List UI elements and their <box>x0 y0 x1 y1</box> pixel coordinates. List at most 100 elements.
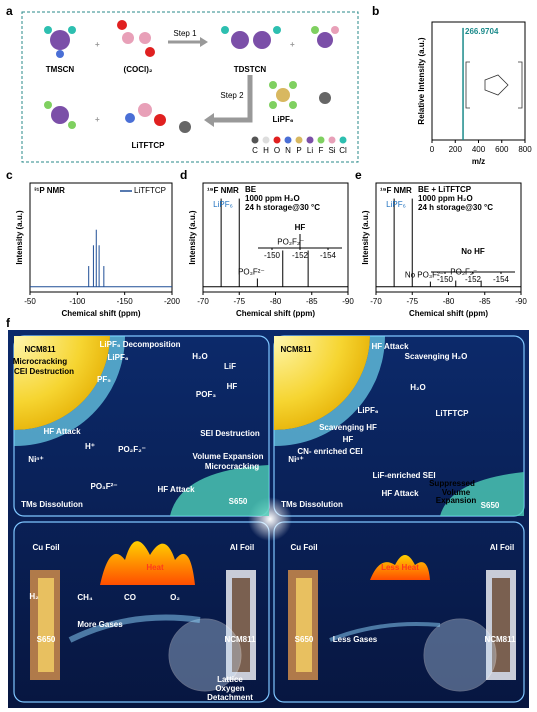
x-tick-label: -50 <box>24 297 36 306</box>
scene-label: HF Attack <box>381 489 419 498</box>
scene-label: Niⁿ⁺ <box>28 455 43 464</box>
x-tick-label: 0 <box>430 145 435 154</box>
scene-label: Detachment <box>207 693 253 702</box>
scene-label: Al Foil <box>230 543 254 552</box>
molecule-label: TDSTCN <box>234 65 267 74</box>
scene-label: HF Attack <box>43 427 81 436</box>
scene-label: PO₃F²⁻ <box>90 482 117 491</box>
scene-label: H₂O <box>192 352 208 361</box>
y-axis-label: Intensity (a.u.) <box>15 210 24 265</box>
y-axis-label: Intensity (a.u.) <box>361 210 370 265</box>
atom-label: Li <box>307 146 313 155</box>
x-tick-label: 600 <box>495 145 509 154</box>
x-axis-label: Chemical shift (ppm) <box>236 309 315 318</box>
scene-label: NCM811 <box>224 635 256 644</box>
atom-label: P <box>296 146 301 155</box>
inset-label: No HF <box>461 247 485 256</box>
scene-label: CH₄ <box>77 593 93 602</box>
atom-swatch <box>295 136 303 144</box>
peak-annotation: PO₃F²⁻ <box>238 268 265 277</box>
scene-label: LiPF₆ <box>108 353 129 362</box>
scene-label: HF Attack <box>157 485 195 494</box>
x-tick-label: -75 <box>233 297 245 306</box>
scene-label: H⁺ <box>85 442 95 451</box>
scene-label: H₂ <box>29 592 39 601</box>
molecule-label: TMSCN <box>46 65 75 74</box>
scene-label: Scavenging HF <box>319 423 377 432</box>
scene-label: Oxygen <box>215 684 244 693</box>
peak-annotation: LiPF₆ <box>213 200 233 209</box>
note: 1000 ppm H₂O <box>418 194 473 203</box>
scene-art <box>14 336 524 692</box>
note: 1000 ppm H₂O <box>245 194 300 203</box>
x-tick-label: 800 <box>518 145 532 154</box>
scene-label: S650 <box>37 635 56 644</box>
scene-label: NCM811 <box>24 345 56 354</box>
x-axis-label: m/z <box>472 157 485 166</box>
legend-label: LiTFTCP <box>134 186 166 195</box>
scene-label: LiTFTCP <box>436 409 470 418</box>
scene-label: Volume <box>442 488 471 497</box>
panel-label: d <box>180 168 187 182</box>
structure-sketch <box>465 61 523 109</box>
scene-label: S650 <box>295 635 314 644</box>
scene-label: LiF <box>224 362 236 371</box>
panel-a-frame <box>21 11 359 163</box>
inset-tick-label: -152 <box>292 251 309 260</box>
atom-swatch <box>339 136 347 144</box>
scene-label: HF <box>227 382 238 391</box>
scene-label: TMs Dissolution <box>281 500 343 509</box>
scene-label: S650 <box>229 497 248 506</box>
scene-label: NCM811 <box>280 345 312 354</box>
x-tick-label: -100 <box>69 297 86 306</box>
scene-label: PF₅ <box>97 375 111 384</box>
atom-swatch <box>317 136 325 144</box>
peak-annotation: LiPF₆ <box>386 200 406 209</box>
scene-label: Cu Foil <box>290 543 317 552</box>
molecule-label: (COCl)₂ <box>124 65 153 74</box>
plot-title: ¹⁹F NMR <box>207 186 239 195</box>
scene-label: CEI Destruction <box>14 367 74 376</box>
note: BE <box>245 185 257 194</box>
x-tick-label: 400 <box>472 145 486 154</box>
panel-label: b <box>372 4 379 18</box>
atom-swatch <box>284 136 292 144</box>
scene-label: Microcracking <box>205 462 259 471</box>
scene-label: H₂O <box>410 383 426 392</box>
scene-label: Suppressed <box>429 479 475 488</box>
x-axis-label: Chemical shift (ppm) <box>61 309 140 318</box>
panel-label: e <box>355 168 362 182</box>
scene-label: TMs Dissolution <box>21 500 83 509</box>
x-tick-label: -85 <box>306 297 318 306</box>
atom-swatch <box>273 136 281 144</box>
molecules: + + + <box>44 20 339 133</box>
atom-swatch <box>328 136 336 144</box>
x-tick-label: -70 <box>197 297 209 306</box>
scene-label: Niⁿ⁺ <box>288 455 303 464</box>
plot-frame <box>29 182 173 293</box>
x-tick-label: -200 <box>164 297 181 306</box>
panel-label: a <box>6 4 13 18</box>
x-tick-label: -150 <box>117 297 134 306</box>
inset-tick-label: -152 <box>465 275 482 284</box>
x-tick-label: -75 <box>406 297 418 306</box>
peak-label: 266.9704 <box>465 27 499 36</box>
scene-label: Microcracking <box>13 357 67 366</box>
svg-text:+: + <box>95 115 100 124</box>
note: 24 h storage@30 °C <box>245 203 320 212</box>
inset-tick-label: -150 <box>437 275 454 284</box>
scene-label: S650 <box>481 501 500 510</box>
scene-label: Expansion <box>436 496 477 505</box>
atom-label: H <box>263 146 269 155</box>
plot-frame <box>431 21 526 141</box>
inset-tick-label: -154 <box>493 275 510 284</box>
x-tick-label: 200 <box>449 145 463 154</box>
scene-label: POF₃ <box>196 390 216 399</box>
scene-label: HF <box>343 435 354 444</box>
scene-label: SEI Destruction <box>200 429 260 438</box>
scene-label: LiPF₆ <box>358 406 379 415</box>
svg-text:+: + <box>290 40 295 49</box>
molecule-label: LiPF₆ <box>273 115 294 124</box>
inset-tick-label: -154 <box>320 251 337 260</box>
svg-text:+: + <box>95 40 100 49</box>
